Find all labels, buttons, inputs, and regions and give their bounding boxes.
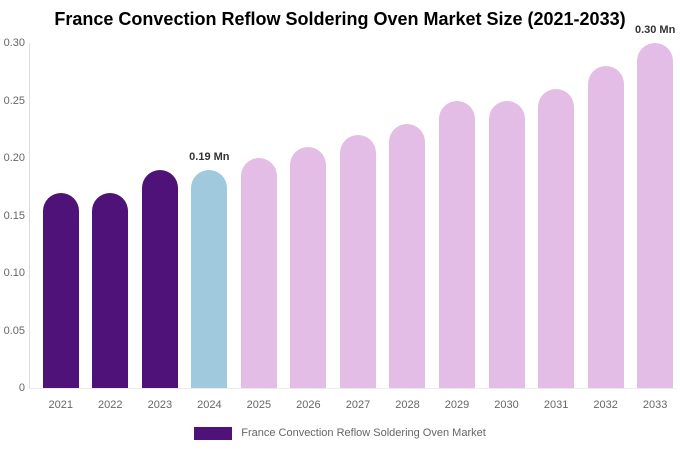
bar-2028[interactable]: [389, 123, 426, 388]
x-tick-label-2022: 2022: [98, 399, 123, 411]
bar-value-label-2033: 0.30 Mn: [634, 24, 676, 36]
y-axis-line: [29, 43, 30, 389]
chart-title: France Convection Reflow Soldering Oven …: [54, 9, 626, 29]
bar-2033[interactable]: [637, 43, 674, 388]
bar-slot-2025: 2025: [234, 43, 284, 411]
bar-2031[interactable]: [538, 89, 575, 388]
bar-2021[interactable]: [42, 192, 79, 388]
bar-slot-2030: 2030: [482, 43, 532, 411]
bar-slot-2021: 2021: [36, 43, 86, 411]
bar-slot-2026: 2026: [284, 43, 334, 411]
bar-2024[interactable]: [191, 169, 228, 388]
x-tick-label-2021: 2021: [48, 399, 74, 411]
y-tick-label: 0.25: [3, 94, 25, 107]
legend-label: France Convection Reflow Soldering Oven …: [241, 427, 486, 439]
bar-slot-2022: 2022: [86, 43, 136, 411]
bar-2022[interactable]: [92, 192, 129, 388]
y-tick-label: 0: [18, 382, 25, 394]
x-tick-label-2031: 2031: [543, 399, 569, 411]
bar-slot-2032: 2032: [581, 43, 631, 411]
x-tick-label-2032: 2032: [593, 399, 618, 411]
x-tick-label-2028: 2028: [395, 399, 420, 411]
y-tick-label: 0.15: [3, 209, 25, 222]
bar-value-label-2024: 0.19 Mn: [189, 150, 230, 163]
plot-area: 2021 2022 2023 0.19 Mn 2024 2025 2026 2027 2028 2…: [36, 24, 680, 412]
bar-2025[interactable]: [240, 158, 277, 388]
bar-2027[interactable]: [339, 135, 376, 388]
x-tick-label-2023: 2023: [147, 399, 173, 411]
bar-2030[interactable]: [488, 100, 525, 388]
bar-slot-2033: 0.30 Mn 2033: [630, 24, 680, 411]
legend-item[interactable]: France Convection Reflow Soldering Oven …: [194, 426, 486, 440]
legend: France Convection Reflow Soldering Oven …: [0, 423, 680, 443]
x-axis-baseline: [29, 388, 676, 389]
y-tick-label: 0.20: [3, 152, 25, 164]
bar-slot-2023: 2023: [135, 43, 185, 411]
x-tick-label-2025: 2025: [246, 399, 272, 411]
bar-slot-2024: 0.19 Mn 2024: [185, 43, 235, 412]
x-tick-label-2030: 2030: [494, 399, 519, 411]
bar-slot-2028: 2028: [383, 43, 433, 411]
legend-swatch-icon: [194, 426, 233, 440]
x-tick-label-2026: 2026: [296, 399, 321, 411]
x-tick-label-2029: 2029: [444, 399, 470, 411]
bar-2032[interactable]: [587, 66, 624, 388]
bar-2026[interactable]: [290, 146, 327, 388]
bar-2029[interactable]: [439, 100, 476, 388]
x-tick-label-2024: 2024: [197, 399, 222, 411]
bar-slot-2031: 2031: [531, 43, 581, 411]
y-tick-label: 0.30: [3, 37, 25, 49]
y-tick-label: 0.05: [3, 324, 25, 337]
bar-slot-2027: 2027: [333, 43, 383, 411]
bar-2023[interactable]: [141, 169, 178, 388]
x-tick-label-2033: 2033: [642, 399, 668, 411]
y-tick-label: 0.10: [3, 267, 25, 279]
x-tick-label-2027: 2027: [345, 399, 371, 411]
bar-slot-2029: 2029: [432, 43, 482, 411]
